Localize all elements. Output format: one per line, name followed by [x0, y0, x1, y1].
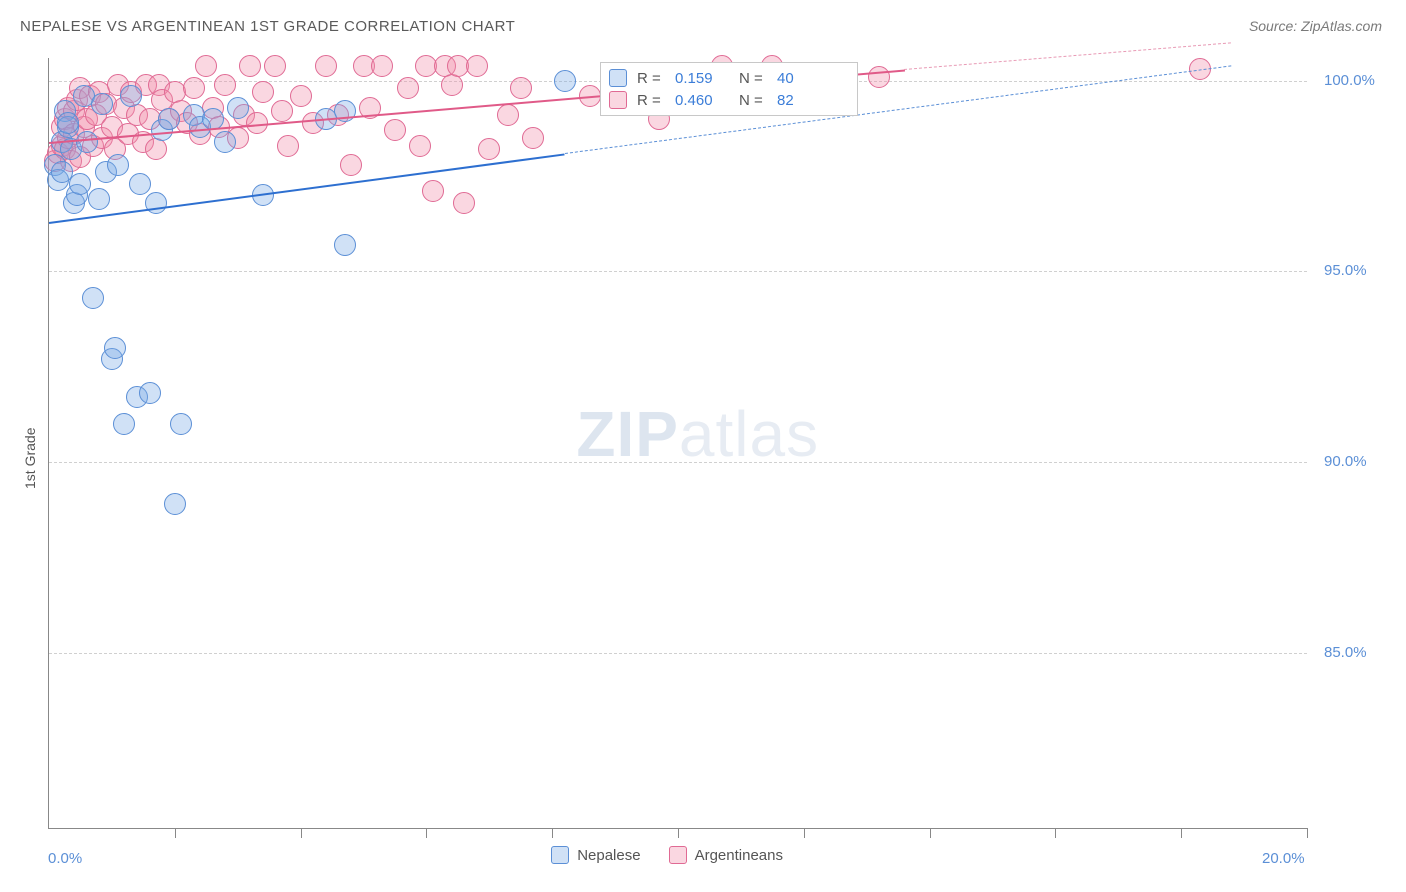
argentineans-point — [497, 104, 519, 126]
nepalese-point — [129, 173, 151, 195]
x-tick-mark — [1055, 828, 1056, 838]
argentineans-point — [409, 135, 431, 157]
argentineans-point — [252, 81, 274, 103]
plot-area — [48, 58, 1307, 829]
argentineans-point — [183, 77, 205, 99]
nepalese-point — [120, 85, 142, 107]
legend-swatch — [551, 846, 569, 864]
source-prefix: Source: — [1249, 18, 1301, 34]
argentineans-point — [271, 100, 293, 122]
r-value: 0.159 — [675, 70, 729, 87]
nepalese-point — [113, 413, 135, 435]
argentineans-point — [214, 74, 236, 96]
n-value: 40 — [777, 70, 831, 87]
bottom-legend: Nepalese Argentineans — [551, 846, 783, 864]
x-tick-mark — [552, 828, 553, 838]
source-label: Source: ZipAtlas.com — [1249, 18, 1382, 34]
x-tick-mark — [301, 828, 302, 838]
stats-legend-row: R = 0.159 N = 40 — [609, 67, 849, 89]
legend-swatch — [609, 91, 627, 109]
argentineans-point — [397, 77, 419, 99]
r-label: R = — [637, 70, 665, 87]
x-tick-mark — [1181, 828, 1182, 838]
argentineans-point — [340, 154, 362, 176]
n-value: 82 — [777, 92, 831, 109]
argentineans-point — [441, 74, 463, 96]
nepalese-point — [170, 413, 192, 435]
nepalese-point — [57, 112, 79, 134]
argentineans-point — [264, 55, 286, 77]
argentineans-point — [868, 66, 890, 88]
y-tick-label: 85.0% — [1324, 644, 1367, 661]
nepalese-point — [158, 108, 180, 130]
legend-label: Argentineans — [695, 847, 783, 864]
legend-swatch — [609, 69, 627, 87]
x-tick-mark — [175, 828, 176, 838]
nepalese-point — [214, 131, 236, 153]
n-label: N = — [739, 92, 767, 109]
x-tick-mark — [426, 828, 427, 838]
nepalese-point — [164, 493, 186, 515]
y-tick-label: 100.0% — [1324, 72, 1375, 89]
nepalese-point — [76, 131, 98, 153]
r-value: 0.460 — [675, 92, 729, 109]
gridline — [49, 271, 1307, 272]
bottom-legend-item: Argentineans — [669, 846, 783, 864]
nepalese-point — [227, 97, 249, 119]
nepalese-point — [107, 154, 129, 176]
nepalese-point — [104, 337, 126, 359]
bottom-legend-item: Nepalese — [551, 846, 640, 864]
argentineans-point — [315, 55, 337, 77]
argentineans-point — [453, 192, 475, 214]
argentineans-point — [510, 77, 532, 99]
chart-title: NEPALESE VS ARGENTINEAN 1ST GRADE CORREL… — [20, 18, 515, 35]
x-tick-mark — [1307, 828, 1308, 838]
nepalese-point — [334, 234, 356, 256]
x-tick-mark — [678, 828, 679, 838]
stats-legend: R = 0.159 N = 40 R = 0.460 N = 82 — [600, 62, 858, 116]
y-axis-label: 1st Grade — [22, 428, 38, 489]
argentineans-point — [422, 180, 444, 202]
x-tick-label: 0.0% — [48, 850, 82, 867]
y-tick-label: 95.0% — [1324, 262, 1367, 279]
y-tick-label: 90.0% — [1324, 453, 1367, 470]
n-label: N = — [739, 70, 767, 87]
source-name: ZipAtlas.com — [1301, 18, 1382, 34]
stats-legend-row: R = 0.460 N = 82 — [609, 89, 849, 111]
argentineans-point — [239, 55, 261, 77]
argentineans-point — [478, 138, 500, 160]
argentineans-point — [277, 135, 299, 157]
x-tick-mark — [930, 828, 931, 838]
nepalese-point — [88, 188, 110, 210]
argentineans-point — [145, 138, 167, 160]
argentineans-point — [522, 127, 544, 149]
gridline — [49, 462, 1307, 463]
nepalese-point — [82, 287, 104, 309]
legend-label: Nepalese — [577, 847, 640, 864]
nepalese-point — [139, 382, 161, 404]
x-tick-label: 20.0% — [1262, 850, 1305, 867]
nepalese-point — [69, 173, 91, 195]
argentineans-point — [195, 55, 217, 77]
legend-swatch — [669, 846, 687, 864]
trend-line-extrapolated — [904, 43, 1231, 71]
argentineans-point — [384, 119, 406, 141]
x-tick-mark — [804, 828, 805, 838]
argentineans-point — [466, 55, 488, 77]
nepalese-point — [554, 70, 576, 92]
argentineans-point — [371, 55, 393, 77]
nepalese-point — [91, 93, 113, 115]
gridline — [49, 653, 1307, 654]
r-label: R = — [637, 92, 665, 109]
argentineans-point — [290, 85, 312, 107]
